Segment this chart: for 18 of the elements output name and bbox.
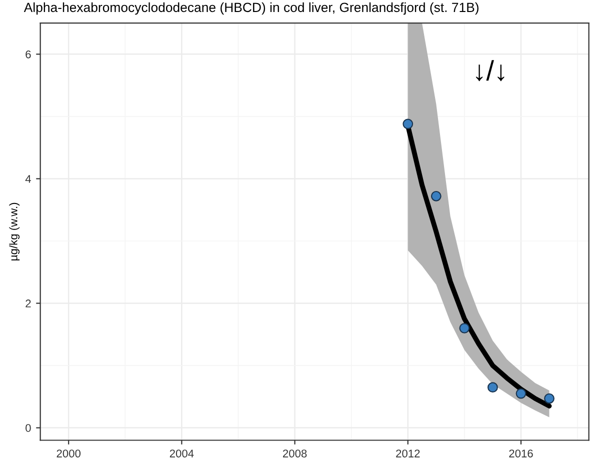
y-tick-label: 0 [26, 424, 31, 432]
x-tick-label: 2008 [282, 450, 307, 458]
point [516, 388, 526, 399]
y-tick-label: 6 [26, 50, 31, 58]
x-tick-label: 2016 [509, 450, 533, 458]
x-tick-label: 2000 [56, 450, 81, 458]
x-tick-label: 2012 [396, 450, 420, 458]
point [459, 322, 470, 334]
point [430, 190, 442, 202]
chart-title: Alpha-hexabromocyclododecane (HBCD) in cod liver, Grenlandsfjord (st. 71B) [24, 2, 478, 15]
x-tick-label: 2004 [170, 450, 194, 458]
y-tick-label: 2 [26, 300, 31, 308]
y-tick-label: 4 [25, 175, 31, 183]
point [544, 393, 554, 404]
point [402, 118, 414, 130]
y-axis-title: µg/kg (w.w.) [9, 202, 20, 260]
annotation: ↓/↓ [476, 60, 504, 82]
point [488, 382, 498, 393]
